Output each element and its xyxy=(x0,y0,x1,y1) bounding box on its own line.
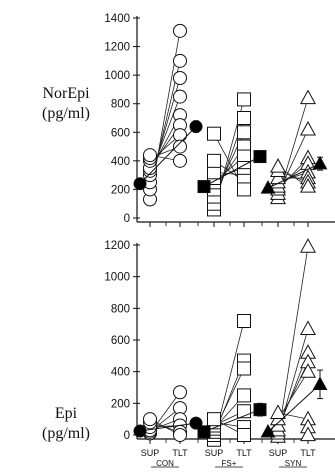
x-tick-label: SUP xyxy=(269,448,288,458)
tlt-point xyxy=(237,182,251,197)
y-tick-label: 600 xyxy=(111,127,130,139)
tlt-point xyxy=(173,153,187,168)
y-tick-label: 1000 xyxy=(104,272,130,284)
mean-sup-point xyxy=(197,180,211,194)
mean-sup-point xyxy=(133,177,147,191)
tlt-point xyxy=(300,320,316,336)
subject-line xyxy=(277,371,309,420)
x-tick-label: TLT xyxy=(236,448,252,458)
mean-sup-point xyxy=(260,423,276,438)
tlt-point xyxy=(300,89,316,105)
y-tick-label: 200 xyxy=(111,184,130,196)
tlt-point xyxy=(173,139,187,154)
y-tick-label: 0 xyxy=(124,213,130,225)
mean-line xyxy=(267,163,321,189)
y-tick-label: 600 xyxy=(111,335,130,347)
y-tick-label: 1400 xyxy=(104,13,130,25)
mean-line xyxy=(139,126,197,185)
sup-point xyxy=(270,158,286,173)
x-tick-label: SUP xyxy=(141,448,160,458)
mean-sup-point xyxy=(197,425,211,439)
y-tick-label: 400 xyxy=(111,367,130,379)
epi-panel: 0 200 400 600 800 1000 1200 Epi (pg/ml) SUP TLT SUP… xyxy=(42,238,335,468)
mean-line xyxy=(203,409,261,433)
y-tick-label: 0 xyxy=(124,430,130,442)
y-axis-title-line: NorEpi xyxy=(42,85,90,102)
group-label: FS+ xyxy=(222,459,237,468)
x-tick-label: TLT xyxy=(172,448,188,458)
group-label: CON xyxy=(156,459,174,468)
tlt-point xyxy=(300,120,316,136)
mean-tlt-point xyxy=(312,376,328,391)
tlt-point xyxy=(237,361,251,376)
x-tick-label: SUP xyxy=(205,448,224,458)
tlt-point xyxy=(237,111,251,125)
mean-line xyxy=(203,156,261,188)
x-tick-label: TLT xyxy=(300,448,316,458)
tlt-point xyxy=(237,314,251,328)
group-label: SYN xyxy=(285,459,302,468)
mean-line xyxy=(139,422,197,432)
tlt-point xyxy=(173,71,187,85)
tlt-point xyxy=(173,53,187,68)
mean-tlt-point xyxy=(312,155,328,170)
tlt-point xyxy=(300,238,316,253)
y-tick-label: 400 xyxy=(111,156,130,168)
sup-point xyxy=(270,404,286,419)
y-axis-title: NorEpi (pg/ml) xyxy=(42,85,90,122)
tlt-point xyxy=(237,428,251,442)
y-tick-label: 1200 xyxy=(104,42,130,54)
mean-tlt-point xyxy=(253,150,267,164)
tlt-point xyxy=(173,23,187,38)
tlt-point xyxy=(300,363,316,378)
y-axis-title: Epi (pg/ml) xyxy=(42,405,90,442)
tlt-point xyxy=(300,178,316,193)
y-axis-title-line: Epi xyxy=(55,405,78,422)
mean-tlt-point xyxy=(253,403,267,417)
tlt-point xyxy=(173,428,187,442)
mean-sup-point xyxy=(133,424,147,438)
tlt-point xyxy=(300,426,316,442)
mean-sup-point xyxy=(260,180,276,194)
tlt-point xyxy=(173,385,187,400)
y-tick-label: 200 xyxy=(111,398,130,410)
tlt-point xyxy=(237,125,251,140)
y-axis-title-line: (pg/ml) xyxy=(42,425,90,442)
sup-point xyxy=(143,148,157,163)
sup-point xyxy=(143,412,157,427)
subject-line xyxy=(277,246,309,437)
norepi-panel: 0 200 400 600 800 1000 1200 1400 NorEpi (pg/ml) xyxy=(42,13,335,227)
mean-line xyxy=(267,383,321,433)
tlt-point xyxy=(173,89,187,104)
y-tick-label: 800 xyxy=(111,303,130,315)
sup-point xyxy=(207,153,221,168)
y-tick-label: 1000 xyxy=(104,70,130,82)
mean-tlt-point xyxy=(189,120,203,134)
tlt-point xyxy=(237,388,251,403)
sup-point xyxy=(207,126,221,141)
y-axis-title-line: (pg/ml) xyxy=(42,105,90,122)
sup-point xyxy=(207,412,221,427)
tlt-point xyxy=(237,92,251,107)
y-tick-label: 1200 xyxy=(104,240,130,252)
y-tick-label: 800 xyxy=(111,99,130,111)
